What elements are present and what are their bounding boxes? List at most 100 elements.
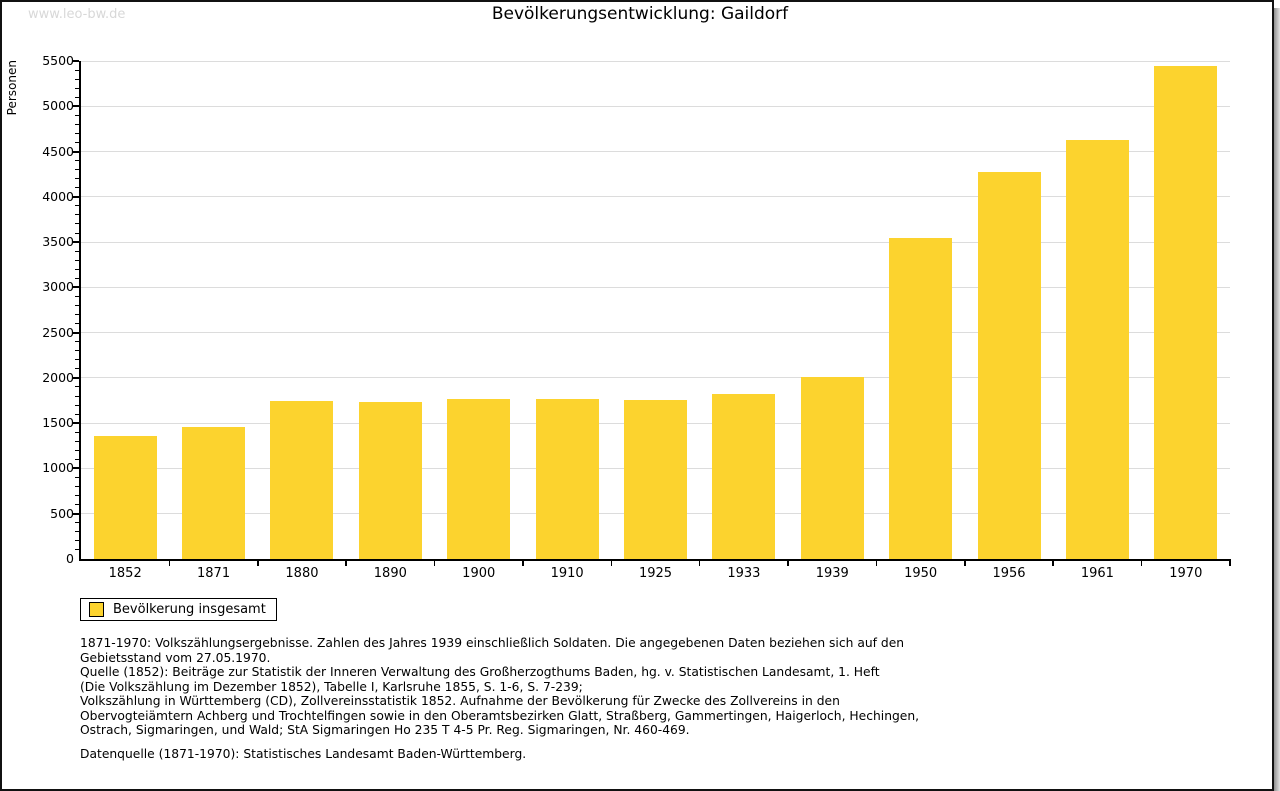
bar-1933	[712, 394, 776, 559]
x-tick-label-1900: 1900	[462, 566, 496, 581]
y-axis-title: Personen	[5, 60, 19, 116]
y-minor-tick	[75, 304, 79, 306]
y-minor-tick	[75, 132, 79, 134]
y-minor-tick	[75, 549, 79, 551]
y-tick-label-500: 500	[50, 505, 74, 521]
x-axis-tick	[1229, 559, 1231, 566]
y-minor-tick	[75, 449, 79, 451]
y-major-tick	[73, 286, 79, 289]
y-tick-label-4500: 4500	[42, 143, 74, 159]
bar-1852	[93, 436, 157, 559]
y-tick-label-5000: 5000	[42, 98, 74, 114]
y-major-tick	[73, 60, 79, 63]
bar-1871	[182, 427, 246, 559]
y-tick-label-2000: 2000	[42, 369, 74, 385]
bar-1925	[624, 399, 687, 559]
y-minor-tick	[75, 232, 79, 234]
y-tick-label-3500: 3500	[42, 234, 74, 250]
y-minor-tick	[75, 341, 79, 343]
x-axis-tick	[1052, 559, 1054, 566]
y-minor-tick	[75, 114, 79, 116]
y-minor-tick	[75, 413, 79, 415]
y-minor-tick	[75, 277, 79, 279]
y-minor-tick	[75, 368, 79, 370]
gridline-3000	[81, 286, 1230, 288]
y-minor-tick	[75, 314, 79, 316]
bar-1956	[977, 172, 1041, 559]
footnote-line: Obervogteiämtern Achberg und Trochtelfin…	[80, 708, 920, 723]
site-watermark: www.leo-bw.de	[28, 7, 126, 22]
x-axis-tick	[168, 559, 171, 566]
y-major-tick	[73, 150, 79, 153]
gridline-4500	[81, 151, 1230, 153]
y-minor-tick	[75, 504, 79, 506]
bar-1970	[1154, 66, 1218, 559]
x-tick-label-1880: 1880	[285, 566, 319, 581]
bar-1890	[358, 402, 422, 559]
y-major-tick	[73, 331, 79, 334]
x-tick-label-1910: 1910	[550, 566, 584, 581]
x-tick-label-1933: 1933	[727, 566, 761, 581]
y-tick-label-3000: 3000	[42, 279, 74, 295]
y-minor-tick	[75, 259, 79, 261]
footnote-line: Quelle (1852): Beiträge zur Statistik de…	[80, 665, 880, 679]
gridline-4000	[81, 196, 1230, 198]
y-minor-tick	[75, 495, 79, 497]
gridline-5500	[81, 60, 1230, 62]
y-tick-label-1500: 1500	[42, 415, 74, 431]
x-tick-label-1852: 1852	[108, 566, 142, 581]
footnote-line: Volkszählung in Württemberg (CD), Zollve…	[80, 694, 840, 708]
y-major-tick	[73, 422, 79, 425]
footnote-line: Ostrach, Sigmaringen, und Wald; StA Sigm…	[80, 723, 690, 737]
y-minor-tick	[75, 205, 79, 207]
y-minor-tick	[75, 531, 79, 533]
y-major-tick	[73, 195, 79, 198]
y-minor-tick	[75, 69, 79, 71]
gridline-2000	[81, 377, 1230, 379]
gridline-3500	[81, 241, 1230, 243]
y-minor-tick	[75, 141, 79, 143]
y-minor-tick	[75, 87, 79, 89]
gridline-2500	[81, 332, 1230, 334]
x-axis-tick	[698, 559, 701, 566]
y-minor-tick	[75, 250, 79, 252]
y-major-tick	[73, 512, 79, 515]
x-axis-tick	[433, 559, 436, 566]
x-axis-tick	[610, 559, 613, 566]
legend-swatch-icon	[89, 602, 104, 617]
y-minor-tick	[75, 187, 79, 189]
chart-title: Bevölkerungsentwicklung: Gaildorf	[491, 4, 789, 24]
x-tick-label-1890: 1890	[373, 566, 407, 581]
y-minor-tick	[75, 214, 79, 216]
footnote-line: Gebietsstand vom 27.05.1970.	[80, 650, 271, 665]
y-major-tick	[73, 105, 79, 108]
y-minor-tick	[75, 359, 79, 361]
legend-box: Bevölkerung insgesamt	[80, 598, 277, 621]
y-major-tick	[73, 241, 79, 244]
y-tick-label-5500: 5500	[42, 53, 74, 68]
bar-1961	[1065, 140, 1129, 559]
y-minor-tick	[75, 178, 79, 180]
y-minor-tick	[75, 96, 79, 98]
x-tick-label-1956: 1956	[992, 566, 1026, 581]
y-major-tick	[73, 376, 79, 379]
y-major-tick	[73, 467, 79, 470]
y-minor-tick	[75, 477, 79, 478]
x-tick-label-1925: 1925	[638, 566, 673, 581]
bar-1939	[800, 377, 864, 559]
y-tick-label-1000: 1000	[42, 460, 74, 476]
y-minor-tick	[75, 169, 79, 171]
y-minor-tick	[75, 404, 79, 406]
y-minor-tick	[75, 78, 79, 80]
x-axis-tick	[787, 559, 789, 566]
footnotes: 1871-1970: Volkszählungsergebnisse. Zahl…	[80, 636, 919, 761]
footnote-lines: 1871-1970: Volkszählungsergebnisse. Zahl…	[80, 636, 919, 738]
x-axis-tick	[345, 559, 347, 566]
x-axis-tick	[257, 559, 259, 566]
bar-1880	[270, 400, 334, 559]
y-minor-tick	[75, 223, 79, 225]
x-tick-label-1950: 1950	[904, 566, 938, 581]
y-minor-tick	[75, 160, 79, 162]
x-tick-label-1871: 1871	[197, 566, 231, 581]
bar-1950	[889, 238, 953, 559]
